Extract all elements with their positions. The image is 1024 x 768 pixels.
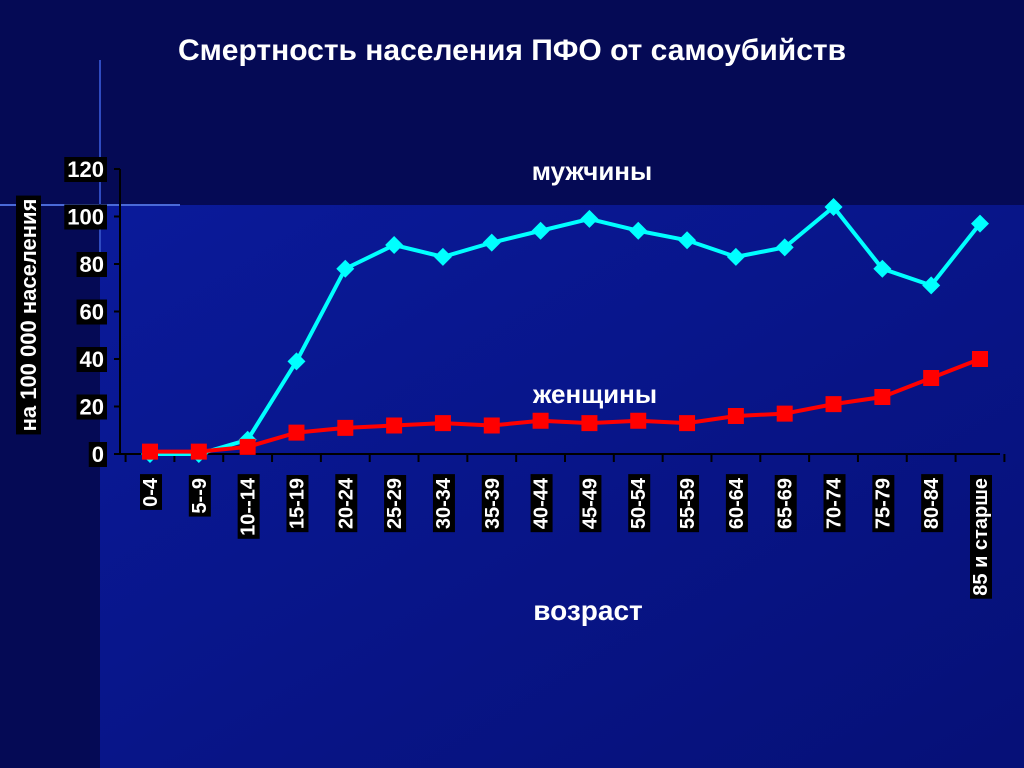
x-tick-label: 50-54 xyxy=(628,477,650,529)
x-tick-label: 15-19 xyxy=(286,478,308,529)
x-tick-label: 25-29 xyxy=(384,478,406,529)
label-box xyxy=(16,195,41,435)
label-box xyxy=(286,475,309,533)
marker xyxy=(532,412,549,429)
label-box xyxy=(64,204,107,230)
x-tick-label: 70-74 xyxy=(824,477,846,529)
y-tick-label: 80 xyxy=(80,252,104,277)
marker xyxy=(972,351,988,367)
x-tick-label: 80-84 xyxy=(921,477,943,529)
y-tick-label: 0 xyxy=(92,442,104,467)
label-box xyxy=(76,299,107,325)
label-box xyxy=(774,475,797,533)
label-box xyxy=(140,474,162,510)
label-box xyxy=(76,394,107,420)
marker xyxy=(434,415,451,432)
label-box xyxy=(64,157,107,182)
marker xyxy=(629,221,648,240)
x-tick-label: 65-69 xyxy=(775,478,797,529)
marker xyxy=(142,443,158,460)
y-tick-label: 60 xyxy=(80,300,104,325)
x-tick-label: 40-44 xyxy=(531,477,553,529)
marker xyxy=(288,424,305,441)
y-tick-label: 40 xyxy=(80,347,104,372)
marker xyxy=(923,370,940,386)
label-box xyxy=(677,475,700,533)
marker xyxy=(580,209,599,228)
x-tick-label: 5--9 xyxy=(189,478,211,514)
marker xyxy=(531,221,550,240)
marker xyxy=(630,412,647,429)
label-box xyxy=(725,474,748,533)
label-box xyxy=(872,475,895,533)
x-tick-label: 60-64 xyxy=(726,477,748,529)
label-box xyxy=(335,474,358,533)
series-label: женщины xyxy=(532,379,657,409)
marker xyxy=(581,415,598,432)
x-tick-label: 10--14 xyxy=(238,477,260,536)
label-box xyxy=(188,475,211,517)
marker xyxy=(287,352,306,371)
marker xyxy=(824,198,843,216)
marker xyxy=(386,417,403,434)
plot: 0 20 40 60 80 100 120 0-4 5--9 10--14 15-19 20-24 25… xyxy=(16,156,1006,599)
marker xyxy=(678,231,697,250)
x-tick-label: 35-39 xyxy=(482,478,504,529)
label-box xyxy=(384,475,407,533)
x-tick-label: 85 и старше xyxy=(970,478,992,596)
x-tick-label: 75-79 xyxy=(872,478,894,529)
y-tick-label: 20 xyxy=(80,395,104,420)
marker xyxy=(825,396,842,413)
marker xyxy=(727,408,744,424)
x-tick-label: 55-59 xyxy=(677,478,699,529)
chart-title: Смертность населения ПФО от самоубийств xyxy=(178,34,846,67)
label-box xyxy=(76,347,107,372)
label-box xyxy=(432,474,455,533)
marker xyxy=(483,417,500,434)
marker xyxy=(190,443,207,460)
marker xyxy=(337,419,354,436)
series-line xyxy=(150,204,982,456)
marker xyxy=(433,247,452,266)
marker xyxy=(775,238,794,257)
label-box xyxy=(237,474,260,539)
marker xyxy=(726,247,745,266)
label-box xyxy=(76,252,107,277)
x-tick-label: 30-34 xyxy=(433,477,455,529)
y-tick-label: 120 xyxy=(67,157,104,182)
label-box xyxy=(88,442,107,467)
marker xyxy=(776,405,793,422)
label-box xyxy=(579,475,602,533)
label-box xyxy=(970,475,992,599)
label-box xyxy=(921,474,944,533)
marker xyxy=(239,438,256,455)
x-tick-label: 45-49 xyxy=(579,478,601,529)
y-tick-label: 100 xyxy=(67,205,104,230)
label-box xyxy=(530,474,553,533)
marker xyxy=(336,259,355,278)
series-label: мужчины xyxy=(532,156,652,186)
marker xyxy=(679,415,696,432)
marker xyxy=(873,259,892,278)
x-tick-label: 0-4 xyxy=(140,477,162,507)
marker xyxy=(922,276,941,295)
marker xyxy=(482,233,501,252)
series-line xyxy=(150,357,981,454)
marker xyxy=(874,389,891,405)
marker xyxy=(385,236,404,254)
label-box xyxy=(481,475,504,533)
label-box xyxy=(628,474,651,533)
label-box xyxy=(823,474,846,533)
marker xyxy=(971,214,989,233)
x-axis-title: возраст xyxy=(533,595,642,626)
y-axis-title: на 100 000 населения xyxy=(16,199,41,432)
x-tick-label: 20-24 xyxy=(335,477,357,529)
